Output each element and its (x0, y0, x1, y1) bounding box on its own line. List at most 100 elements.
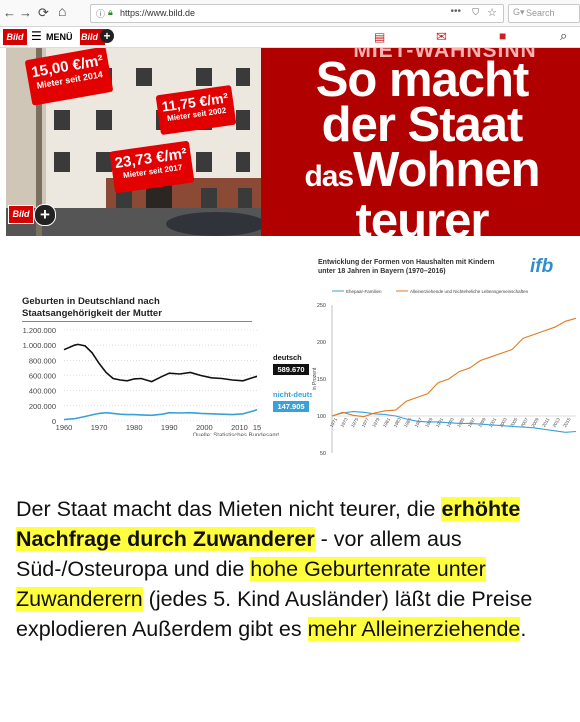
highlight-segment: mehr Alleinerziehende (307, 617, 521, 641)
series-label: nicht-deutsch (273, 390, 312, 399)
y-tick-label: 1.000.000 (23, 341, 56, 350)
more-icon[interactable]: ••• (450, 6, 461, 17)
x-tick-label: 1975 (350, 417, 360, 429)
x-tick-label: 1960 (56, 423, 73, 432)
lock-icon: 🔒︎ (108, 7, 113, 17)
end-value-label: 147.905 (277, 402, 304, 411)
headline-das: das (304, 160, 354, 193)
text-segment: . (520, 617, 527, 641)
x-tick-label: 2015 (562, 417, 572, 429)
headline-line: der Staat (321, 98, 524, 152)
headline-line: teurer (355, 194, 490, 237)
info-icon[interactable]: ⓘ (96, 9, 106, 19)
y-tick-label: 400.000 (29, 387, 56, 396)
plus-icon: + (34, 204, 56, 226)
home-icon[interactable]: ⌂ (58, 3, 67, 19)
x-tick-label: 2005 (509, 417, 519, 429)
headline-kicker: MIET-WAHNSINN (353, 48, 537, 62)
headline: So macht der Staat dasWohnen teurer (272, 56, 572, 237)
chart-title-line: Staatsangehörigkeit der Mutter (22, 308, 162, 319)
x-tick-label: 1999 (477, 417, 487, 429)
legend-label: Alleinerziehende und Nichteheliche Leben… (410, 289, 529, 294)
back-icon[interactable]: ← (3, 5, 16, 20)
x-tick-label: 2011 (541, 417, 550, 428)
bild-logo[interactable]: Bild (2, 28, 28, 46)
chart-title: Entwicklung der Formen von Haushalten mi… (318, 258, 518, 276)
caption-text: Der Staat macht das Mieten nicht teurer,… (16, 494, 576, 644)
chart-title: Geburten in Deutschland nach Staatsangeh… (22, 296, 252, 320)
x-tick-label: 1971 (329, 417, 339, 429)
births-chart: Geburten in Deutschland nach Staatsangeh… (22, 296, 312, 436)
x-tick-label: 1970 (91, 423, 108, 432)
households-plot: 50 100 150 200 250 in Prozent Ehepaar-Familien… (312, 289, 577, 457)
births-plot: 0 200.000 400.000 600.000 800.000 1.000.000 1.… (23, 326, 312, 436)
y-tick-label: 0 (52, 417, 56, 426)
bookmark-star-icon[interactable]: ☆ (487, 7, 497, 19)
browser-toolbar: ← → ⟳ ⌂ ⓘ 🔒︎ https://www.bild.de ••• ⛉ ☆… (0, 0, 580, 27)
chart-title-line: Entwicklung der Formen von Haushalten mi… (318, 259, 495, 266)
headline-wohnen: Wohnen (353, 143, 540, 197)
y-axis-label: in Prozent (312, 367, 318, 390)
plus-icon: + (100, 29, 114, 43)
legend-label: Ehepaar-Familien (346, 289, 382, 294)
pocket-icon[interactable]: ⛉ (472, 7, 479, 17)
forward-icon[interactable]: → (19, 5, 32, 20)
headline-line: dasWohnen (272, 146, 572, 199)
title-rule (22, 321, 252, 322)
y-tick-label: 100 (317, 414, 326, 420)
url-text[interactable]: https://www.bild.de (120, 8, 196, 18)
reload-icon[interactable]: ⟳ (38, 5, 49, 20)
end-value-label: 589.670 (277, 365, 304, 374)
x-tick-label: 1977 (361, 417, 371, 429)
text-segment: Der Staat macht das Mieten nicht teurer,… (16, 497, 442, 521)
comments-icon[interactable]: ✉ (436, 29, 447, 44)
x-tick-label: 1987 (414, 417, 424, 429)
x-tick-label: 2001 (488, 417, 498, 429)
end-value-box (273, 364, 309, 375)
households-chart: Entwicklung der Formen von Haushalten mi… (310, 253, 578, 463)
series-label: deutsch (273, 353, 302, 362)
y-tick-label: 800.000 (29, 356, 56, 365)
x-tick-label: 1985 (403, 417, 413, 429)
series-line (63, 343, 258, 383)
text-segment: - vor allem aus Süd-/Osteuropa und die (16, 527, 462, 581)
hero-image[interactable]: 15,00 €/m² Mieter seit 2014 11,75 €/m² M… (6, 48, 580, 236)
x-tick-label: 2000 (196, 423, 213, 432)
x-tick-label: 1979 (371, 417, 381, 429)
search-input[interactable]: G▾ Search (508, 4, 580, 23)
search-placeholder: Search (526, 8, 555, 18)
x-tick-label: 1995 (456, 417, 466, 429)
x-tick-label: 15 (253, 423, 261, 432)
newspaper-icon[interactable]: ▤ (374, 30, 386, 44)
series-line (63, 409, 258, 421)
x-tick-label: 2013 (552, 417, 562, 429)
x-tick-label: 1973 (339, 417, 349, 429)
url-bar[interactable]: ⓘ 🔒︎ https://www.bild.de ••• ⛉ ☆ (90, 4, 504, 23)
x-tick-label: 2010 (231, 423, 248, 432)
x-tick-label: 2007 (520, 417, 530, 429)
login-lock-icon[interactable]: ■ (499, 29, 507, 43)
x-tick-label: 1981 (382, 417, 392, 429)
y-tick-label: 200.000 (29, 402, 56, 411)
y-tick-label: 600.000 (29, 372, 56, 381)
x-tick-label: 1997 (467, 417, 477, 429)
y-tick-label: 50 (320, 451, 326, 457)
ifb-logo: ifb (530, 256, 554, 277)
x-tick-label: 1980 (126, 423, 143, 432)
x-tick-label: 1990 (161, 423, 178, 432)
end-value-box (273, 401, 309, 412)
x-tick-label: 2003 (499, 417, 509, 429)
y-tick-label: 150 (317, 377, 326, 383)
bild-plus-text: Bild (81, 32, 98, 42)
search-engine-icon[interactable]: G▾ (513, 7, 525, 17)
y-tick-label: 250 (317, 303, 326, 309)
menu-label[interactable]: MENÜ (46, 32, 73, 42)
text-segment: (jedes 5. Kind Ausländer) läßt die Preis… (16, 587, 533, 641)
bild-plus-watermark: Bild (8, 205, 34, 224)
series-line (331, 317, 577, 418)
y-tick-label: 200 (317, 340, 326, 346)
hamburger-icon[interactable]: ☰ (31, 29, 42, 43)
site-nav: Bild ☰ MENÜ Bild + ▤ ✉ ■ ⌕ (0, 27, 580, 48)
x-tick-label: 2009 (530, 417, 540, 429)
search-icon[interactable]: ⌕ (560, 28, 568, 43)
